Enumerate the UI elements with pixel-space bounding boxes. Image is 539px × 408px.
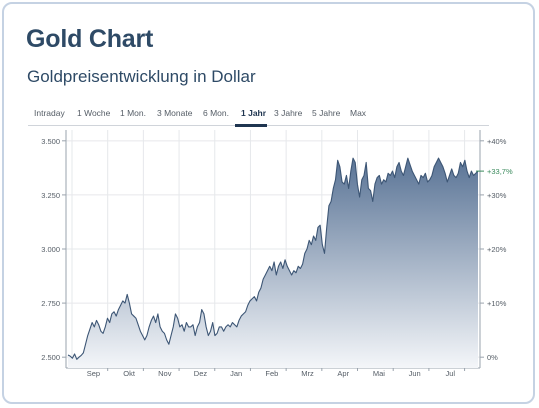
tab-5-jahre[interactable]: 5 Jahre bbox=[312, 108, 341, 118]
x-tick-label: Nov bbox=[158, 369, 172, 378]
tab-3-monate[interactable]: 3 Monate bbox=[157, 108, 193, 118]
tab-6-mon[interactable]: 6 Mon. bbox=[203, 108, 229, 118]
tab-intraday[interactable]: Intraday bbox=[34, 108, 65, 118]
y2-tick-label: +30% bbox=[487, 191, 507, 200]
last-change-label: +33,7% bbox=[487, 167, 513, 176]
tab-max[interactable]: Max bbox=[350, 108, 367, 118]
x-tick-label: Feb bbox=[265, 369, 278, 378]
tab-1-jahr[interactable]: 1 Jahr bbox=[241, 108, 267, 118]
x-tick-label: Apr bbox=[337, 369, 349, 378]
x-tick-label: Okt bbox=[123, 369, 136, 378]
series-area bbox=[68, 158, 478, 368]
x-tick-label: Mai bbox=[373, 369, 385, 378]
active-tab-indicator bbox=[235, 124, 267, 127]
y-tick-label: 2.750 bbox=[41, 299, 60, 308]
page-subtitle: Goldpreisentwicklung in Dollar bbox=[27, 67, 256, 86]
y2-tick-label: +40% bbox=[487, 137, 507, 146]
x-tick-label: Jan bbox=[230, 369, 242, 378]
x-tick-label: Mrz bbox=[301, 369, 314, 378]
y-tick-label: 3.500 bbox=[41, 137, 60, 146]
y2-tick-label: +20% bbox=[487, 245, 507, 254]
x-tick-label: Jul bbox=[446, 369, 456, 378]
x-tick-label: Sep bbox=[87, 369, 100, 378]
y2-tick-label: 0% bbox=[487, 353, 498, 362]
tab-3-jahre[interactable]: 3 Jahre bbox=[274, 108, 303, 118]
x-tick-label: Dez bbox=[194, 369, 208, 378]
series-line bbox=[67, 157, 479, 360]
timeframe-tabs: Intraday 1 Woche 1 Mon. 3 Monate 6 Mon. … bbox=[28, 103, 489, 127]
y2-tick-label: +10% bbox=[487, 299, 507, 308]
y-tick-label: 3.000 bbox=[41, 245, 60, 254]
tab-1-mon[interactable]: 1 Mon. bbox=[120, 108, 146, 118]
tab-1-woche[interactable]: 1 Woche bbox=[77, 108, 111, 118]
y-tick-label: 2.500 bbox=[41, 353, 60, 362]
x-tick-label: Jun bbox=[409, 369, 421, 378]
page-title: Gold Chart bbox=[26, 25, 154, 53]
y-tick-label: 3.250 bbox=[41, 191, 60, 200]
